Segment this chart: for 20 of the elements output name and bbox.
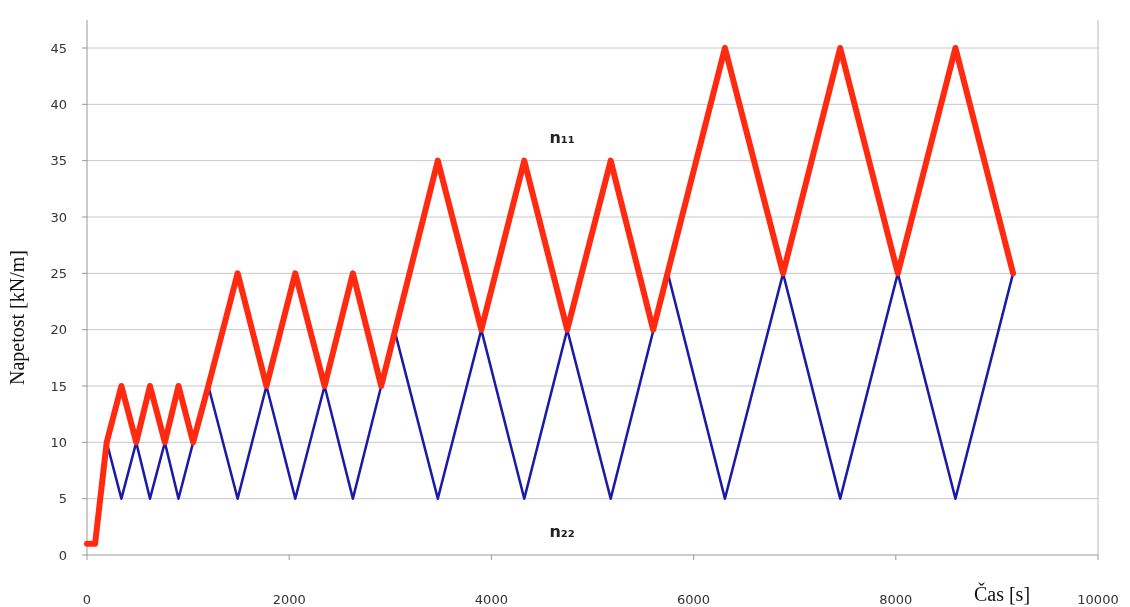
x-tick-label: 10000 xyxy=(1077,592,1119,607)
y-tick-label: 20 xyxy=(50,322,67,338)
x-tick-label: 0 xyxy=(82,592,92,607)
y-tick-label: 30 xyxy=(50,209,67,225)
series-label: n₁₁ xyxy=(549,127,575,147)
y-tick-label: 15 xyxy=(50,378,67,394)
y-tick-label: 10 xyxy=(50,434,67,450)
y-tick-label: 45 xyxy=(50,40,67,56)
y-tick-label: 0 xyxy=(58,547,67,563)
x-axis-title: Čas [s] xyxy=(973,582,1031,605)
y-tick-label: 40 xyxy=(50,96,67,112)
text: n₂₂ xyxy=(549,521,575,541)
y-tick-label: 35 xyxy=(50,153,67,169)
y-tick-label: 5 xyxy=(58,491,67,507)
x-tick-label: 6000 xyxy=(677,592,711,607)
x-tick-label: 2000 xyxy=(272,592,306,607)
x-tick-label: 4000 xyxy=(474,592,508,607)
y-tick-label: 25 xyxy=(50,265,67,281)
y-axis-title: Napetost [kN/m] xyxy=(6,250,29,385)
x-tick-label: 8000 xyxy=(879,592,913,607)
